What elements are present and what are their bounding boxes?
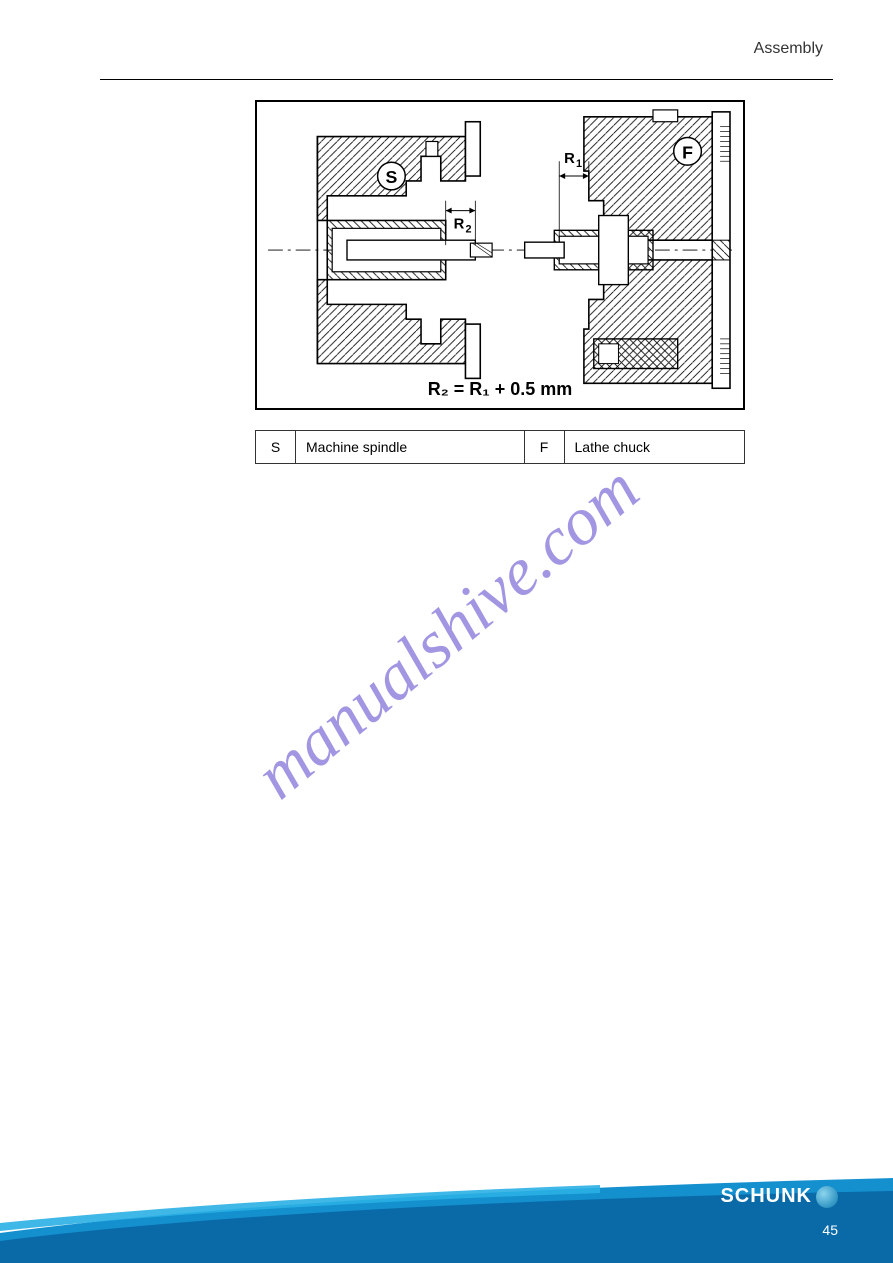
svg-text:R: R [564, 151, 575, 167]
page-header: Assembly [100, 40, 833, 80]
brand-logo: SCHUNK [720, 1185, 838, 1208]
table-row: S Machine spindle F Lathe chuck [256, 431, 745, 464]
logo-icon [816, 1186, 838, 1208]
equation-text: R₂ = R₁ + 0.5 mm [428, 379, 573, 400]
legend-desc: Machine spindle [296, 431, 525, 464]
svg-text:2: 2 [465, 223, 471, 235]
legend-key: F [524, 431, 564, 464]
svg-text:1: 1 [576, 158, 582, 170]
section-title: Assembly [754, 40, 823, 57]
footer-swoosh [0, 1163, 893, 1263]
label-s: S [385, 167, 397, 187]
legend-key: S [256, 431, 296, 464]
label-f: F [682, 142, 693, 162]
dim-r2: R 2 [446, 201, 476, 245]
watermark-text: manualshive.com [240, 449, 654, 814]
mechanical-drawing-svg: S R 2 [257, 102, 743, 408]
technical-diagram: S R 2 [255, 100, 745, 410]
spindle-section [317, 122, 492, 379]
page-number: 45 [822, 1222, 838, 1238]
legend-table: S Machine spindle F Lathe chuck [255, 430, 745, 464]
svg-text:R: R [454, 216, 465, 232]
legend-desc: Lathe chuck [564, 431, 745, 464]
logo-text: SCHUNK [720, 1185, 812, 1208]
